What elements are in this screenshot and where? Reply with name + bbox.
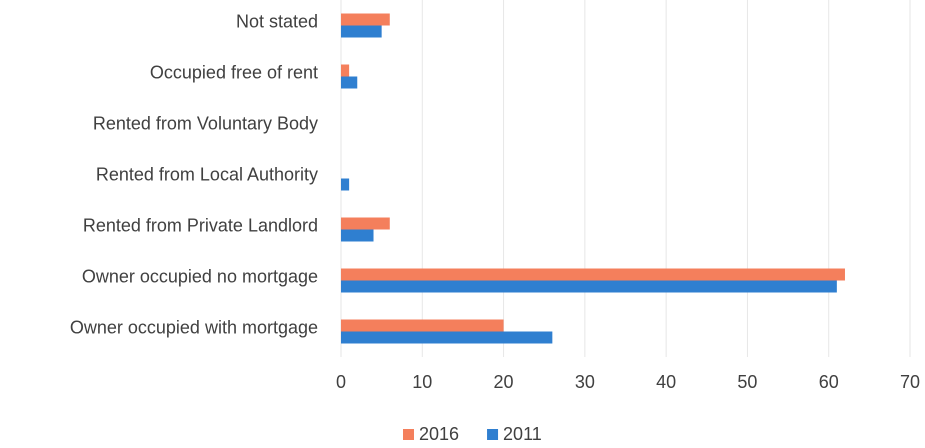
y-tick-label: Occupied free of rent: [150, 62, 318, 82]
x-tick-label: 60: [819, 372, 839, 392]
x-tick-label: 50: [737, 372, 757, 392]
bar: [341, 229, 374, 242]
legend-label: 2011: [503, 424, 542, 444]
bar: [341, 217, 390, 230]
bar: [341, 25, 382, 38]
bar: [341, 76, 358, 89]
y-tick-label: Rented from Local Authority: [96, 164, 318, 184]
y-tick-label: Not stated: [236, 11, 318, 31]
bar: [341, 280, 837, 293]
x-tick-label: 30: [575, 372, 595, 392]
bar: [341, 319, 504, 332]
y-tick-label: Owner occupied with mortgage: [70, 317, 318, 337]
x-tick-label: 70: [900, 372, 920, 392]
bar: [341, 13, 390, 26]
bar: [341, 64, 350, 77]
legend-swatch: [487, 429, 499, 440]
legend-label: 2016: [419, 424, 459, 444]
x-tick-label: 0: [336, 372, 346, 392]
x-tick-label: 20: [494, 372, 514, 392]
y-tick-label: Owner occupied no mortgage: [82, 266, 318, 286]
bar: [341, 331, 553, 344]
bar: [341, 268, 845, 281]
x-tick-label: 40: [656, 372, 676, 392]
y-tick-label: Rented from Private Landlord: [83, 215, 318, 235]
y-tick-label: Rented from Voluntary Body: [93, 113, 318, 133]
x-tick-label: 10: [412, 372, 432, 392]
bar: [341, 178, 350, 191]
legend-swatch: [403, 429, 414, 440]
